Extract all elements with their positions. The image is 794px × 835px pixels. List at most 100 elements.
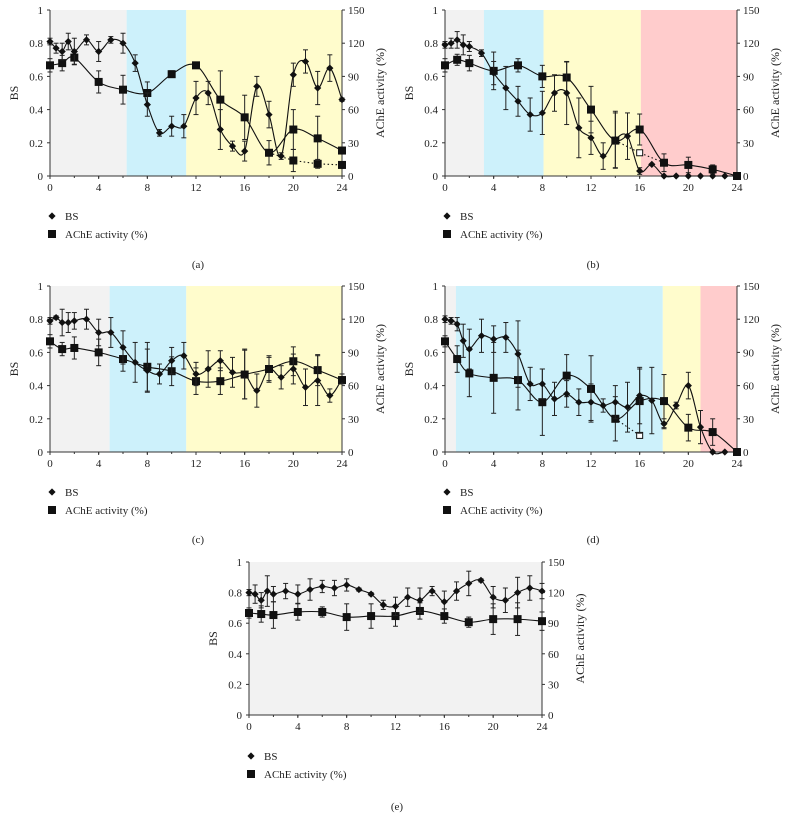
ache-point	[313, 134, 322, 143]
y2-tick-label: 120	[348, 38, 365, 50]
y-tick-label: 1	[38, 281, 44, 293]
bs-point	[82, 36, 91, 44]
bs-point	[253, 386, 261, 395]
y2-tick-label: 0	[743, 171, 749, 183]
ache-point	[453, 55, 462, 64]
y2-tick-label: 120	[743, 38, 760, 50]
x-tick-label: 0	[442, 182, 448, 194]
bs-point	[64, 37, 72, 46]
ache-point	[58, 345, 67, 354]
y-tick-label: 0.8	[424, 38, 438, 50]
bs-point	[563, 89, 571, 97]
ache-point	[587, 105, 595, 114]
x-tick-label: 20	[288, 182, 300, 194]
y2-tick-label: 30	[743, 138, 755, 150]
bs-point	[70, 47, 78, 56]
x-tick-label: 16	[634, 182, 646, 194]
x-tick-label: 24	[337, 182, 349, 194]
ache-point-dotted	[313, 159, 322, 168]
bs-point	[338, 375, 346, 383]
x-tick-label: 20	[683, 182, 695, 194]
y2-tick-label: 150	[743, 5, 760, 17]
bs-point	[453, 36, 461, 44]
bs-point	[459, 337, 467, 345]
bs-point	[502, 84, 510, 92]
x-tick-label: 8	[540, 458, 546, 470]
phase-band-night	[50, 286, 110, 452]
y-tick-label: 0.4	[29, 105, 43, 117]
y2-tick-label: 150	[348, 281, 365, 293]
ache-point	[464, 618, 473, 627]
bs-point	[501, 596, 509, 604]
ache-point	[489, 373, 498, 382]
panel-label: (d)	[587, 534, 600, 546]
chart-panel-e: 0 4 8 12 16 20 2400.20.40.60.810306090120150BS…	[206, 557, 587, 813]
chart-panel-b: 0 4 8 12 16 20 2400.20.40.60.810306090120150BS…	[402, 5, 782, 271]
bs-point	[575, 124, 583, 132]
bs-point	[575, 398, 583, 406]
bs-point	[599, 152, 607, 160]
legend-bs-marker	[247, 752, 255, 760]
ache-point	[269, 611, 278, 620]
bs-point	[514, 350, 522, 358]
y-tick-label: 0	[237, 710, 243, 722]
ache-point	[192, 61, 200, 70]
y2-tick-label: 90	[548, 618, 560, 630]
bs-point	[95, 47, 103, 56]
bs-point	[587, 134, 595, 142]
bs-point	[269, 590, 278, 598]
x-tick-label: 12	[390, 721, 401, 733]
bs-point	[131, 59, 139, 67]
ache-point	[684, 423, 693, 432]
phase-band-yellow	[662, 286, 701, 452]
bs-point	[611, 398, 619, 406]
y-tick-label: 0	[433, 171, 439, 183]
y2-tick-label: 0	[348, 171, 354, 183]
ache-point	[70, 343, 79, 352]
bs-point	[241, 370, 249, 378]
bs-point	[314, 84, 322, 92]
bs-point	[58, 318, 66, 327]
ache-point	[318, 607, 327, 616]
legend-ache-marker	[247, 770, 255, 778]
y2-tick-label: 90	[348, 347, 360, 359]
bs-point	[168, 122, 176, 130]
bs-point	[301, 383, 310, 391]
bs-point	[265, 365, 273, 373]
bs-point	[452, 587, 461, 595]
bs-point	[502, 333, 510, 342]
legend-bs-label: BS	[460, 487, 473, 499]
bs-point	[343, 581, 351, 589]
legend-bs-marker	[48, 212, 56, 220]
ache-point	[538, 72, 547, 81]
bs-point	[733, 172, 741, 180]
bs-point	[265, 110, 273, 119]
ache-point	[708, 428, 717, 437]
bs-point	[648, 396, 656, 405]
bs-point	[330, 584, 339, 592]
y-tick-label: 0.2	[424, 414, 438, 426]
legend-bs-marker	[443, 212, 451, 220]
x-tick-label: 8	[540, 182, 546, 194]
ache-point	[489, 615, 498, 624]
bs-point	[204, 365, 212, 373]
ache-point	[46, 61, 54, 70]
bs-point	[514, 97, 522, 105]
bs-point	[282, 587, 290, 595]
y2-tick-label: 90	[743, 71, 755, 83]
y-tick-label: 0.8	[29, 314, 43, 326]
bs-point	[465, 42, 473, 51]
y2-tick-label: 150	[348, 5, 365, 17]
bs-point	[477, 332, 486, 340]
bs-point	[367, 590, 375, 598]
y-axis-title: BS	[7, 86, 21, 101]
y2-tick-label: 120	[348, 314, 365, 326]
bs-point	[490, 69, 498, 77]
chart-panel-c: 0 4 8 12 16 20 2400.20.40.60.810306090120150BS…	[7, 281, 387, 546]
bs-point	[709, 448, 717, 456]
legend-bs-marker	[443, 488, 451, 496]
ache-point	[441, 337, 449, 346]
bs-point	[180, 122, 188, 130]
y-tick-label: 0.8	[29, 38, 43, 50]
bs-point	[277, 152, 285, 160]
